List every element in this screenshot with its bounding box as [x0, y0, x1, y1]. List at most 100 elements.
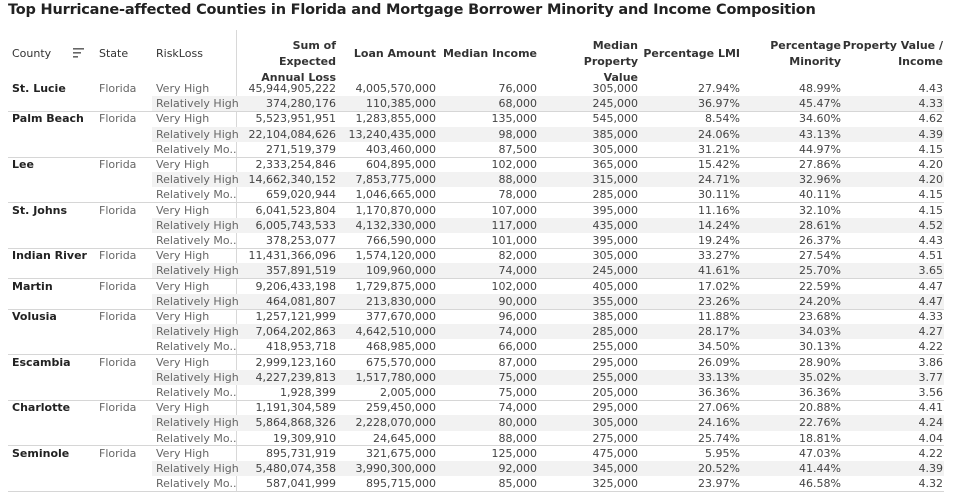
cell-median-property-value: 345,000 — [592, 462, 639, 475]
cell-property-value-income: 4.62 — [918, 112, 944, 126]
cell-expected-annual-loss: 9,206,433,198 — [255, 279, 336, 293]
cell-expected-annual-loss: 5,864,868,326 — [255, 416, 336, 430]
cell-riskloss: Relatively Mo.. — [156, 477, 237, 491]
cell-percentage-minority: 22.76% — [799, 416, 841, 430]
cell-median-income: 88,000 — [498, 173, 538, 187]
cell-property-value-income: 4.20 — [918, 158, 944, 171]
cell-percentage-lmi: 17.02% — [698, 279, 740, 293]
cell-county: Escambia — [12, 355, 71, 369]
cell-property-value-income: 4.22 — [918, 340, 944, 354]
cell-median-income: 135,000 — [491, 112, 538, 126]
cell-county: Lee — [12, 158, 34, 171]
cell-percentage-minority: 34.60% — [799, 112, 841, 126]
cell-riskloss: Very High — [156, 279, 210, 293]
cell-loan-amount: 468,985,000 — [366, 340, 436, 354]
column-header-line: Percentage LMI — [643, 47, 740, 60]
row-band — [152, 172, 944, 188]
cell-property-value-income: 4.47 — [918, 279, 944, 293]
cell-expected-annual-loss: 1,928,399 — [280, 386, 336, 399]
column-header-property-value-income[interactable]: Property Value / Income — [841, 38, 943, 70]
cell-percentage-lmi: 26.09% — [698, 355, 740, 369]
cell-percentage-lmi: 41.61% — [698, 264, 740, 278]
cell-percentage-lmi: 24.16% — [698, 416, 740, 430]
column-header-percentage-minority[interactable]: Percentage Minority — [740, 38, 841, 70]
cell-riskloss: Relatively High — [156, 294, 239, 308]
cell-median-property-value: 255,000 — [592, 340, 639, 354]
cell-expected-annual-loss: 659,020,944 — [266, 188, 336, 202]
cell-percentage-lmi: 33.27% — [698, 249, 740, 263]
cell-riskloss: Relatively Mo.. — [156, 340, 237, 354]
cell-percentage-minority: 35.02% — [799, 370, 841, 384]
cell-property-value-income: 4.33 — [918, 97, 944, 111]
cell-percentage-minority: 18.81% — [799, 431, 841, 445]
sort-descending-icon[interactable] — [73, 47, 85, 59]
cell-expected-annual-loss: 7,064,202,863 — [255, 325, 336, 339]
cell-state: Florida — [99, 279, 137, 293]
table-title: Top Hurricane-affected Counties in Flori… — [8, 2, 816, 18]
cell-riskloss: Very High — [156, 158, 210, 171]
cell-percentage-lmi: 15.42% — [698, 158, 740, 171]
cell-state: Florida — [99, 310, 137, 323]
cell-riskloss: Relatively High — [156, 370, 239, 384]
cell-riskloss: Relatively High — [156, 218, 239, 232]
cell-percentage-minority: 40.11% — [799, 188, 841, 202]
cell-loan-amount: 675,570,000 — [366, 355, 436, 369]
cell-loan-amount: 1,170,870,000 — [355, 203, 436, 217]
cell-percentage-minority: 30.13% — [799, 340, 841, 354]
cell-riskloss: Very High — [156, 446, 210, 460]
column-header-loan-amount[interactable]: Loan Amount — [336, 46, 436, 62]
cell-riskloss: Relatively Mo.. — [156, 188, 237, 202]
cell-loan-amount: 1,517,780,000 — [355, 370, 436, 384]
cell-median-property-value: 305,000 — [592, 82, 639, 95]
cell-riskloss: Relatively High — [156, 325, 239, 339]
column-header-percentage-lmi[interactable]: Percentage LMI — [638, 46, 740, 62]
cell-expected-annual-loss: 4,227,239,813 — [255, 370, 336, 384]
cell-expected-annual-loss: 22,104,084,626 — [248, 127, 336, 141]
cell-percentage-lmi: 36.36% — [698, 386, 740, 399]
cell-percentage-lmi: 25.74% — [698, 431, 740, 445]
cell-riskloss: Relatively High — [156, 264, 239, 278]
column-header-median-income[interactable]: Median Income — [436, 46, 537, 62]
cell-median-property-value: 285,000 — [592, 188, 639, 202]
column-header-line: Median Property — [583, 39, 638, 68]
group-divider — [8, 445, 944, 447]
cell-loan-amount: 1,046,665,000 — [355, 188, 436, 202]
cell-property-value-income: 4.52 — [918, 218, 944, 232]
row-band — [152, 415, 944, 431]
cell-expected-annual-loss: 1,257,121,999 — [255, 310, 336, 323]
row-band — [152, 461, 944, 477]
cell-median-property-value: 405,000 — [592, 279, 639, 293]
cell-property-value-income: 4.39 — [918, 462, 944, 475]
column-header-line: Value — [603, 71, 638, 84]
cell-loan-amount: 2,005,000 — [380, 386, 436, 399]
cell-riskloss: Relatively High — [156, 173, 239, 187]
column-header-line: Income — [898, 55, 943, 68]
cell-percentage-lmi: 33.13% — [698, 370, 740, 384]
column-header-county[interactable]: County — [12, 47, 52, 60]
cell-median-income: 74,000 — [498, 325, 538, 339]
cell-expected-annual-loss: 6,041,523,804 — [255, 203, 336, 217]
column-header-median-property-value[interactable]: Median Property Value — [537, 38, 638, 86]
cell-median-income: 74,000 — [498, 401, 538, 415]
cell-expected-annual-loss: 271,519,379 — [266, 142, 336, 156]
column-header-expected-annual-loss[interactable]: Sum of Expected Annual Loss — [236, 38, 336, 86]
group-divider — [8, 156, 944, 158]
cell-property-value-income: 3.77 — [918, 370, 944, 384]
cell-property-value-income: 4.39 — [918, 127, 944, 141]
cell-median-income: 90,000 — [498, 294, 538, 308]
cell-property-value-income: 4.43 — [918, 234, 944, 247]
cell-median-income: 107,000 — [491, 203, 538, 217]
cell-percentage-minority: 24.20% — [799, 294, 841, 308]
cell-loan-amount: 1,283,855,000 — [355, 112, 436, 126]
column-header-state[interactable]: State — [99, 47, 129, 60]
cell-expected-annual-loss: 2,999,123,160 — [255, 355, 336, 369]
column-header-line: Median Income — [442, 47, 537, 60]
cell-loan-amount: 24,645,000 — [373, 431, 436, 445]
cell-median-property-value: 435,000 — [592, 218, 639, 232]
cell-median-property-value: 285,000 — [592, 325, 639, 339]
column-header-riskloss[interactable]: RiskLoss — [156, 47, 203, 60]
table-header: County State RiskLoss Sum of Expected Ann… — [0, 30, 960, 84]
cell-percentage-lmi: 31.21% — [698, 142, 740, 156]
cell-percentage-lmi: 19.24% — [698, 234, 740, 247]
cell-property-value-income: 4.41 — [918, 401, 944, 415]
